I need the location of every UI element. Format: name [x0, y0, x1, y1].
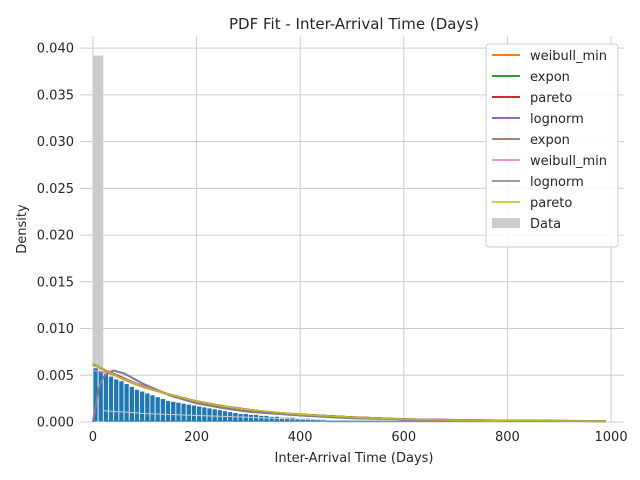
y-axis-label: Density — [15, 204, 30, 254]
legend-label: weibull_min — [530, 154, 607, 169]
histogram-bar — [139, 390, 146, 423]
x-axis-label: Inter-Arrival Time (Days) — [275, 451, 434, 466]
y-tick-label: 0.005 — [37, 369, 74, 384]
y-tick-label: 0.030 — [37, 135, 74, 150]
histogram-bar — [144, 392, 151, 423]
series-line-pareto — [92, 363, 606, 422]
legend-label: expon — [530, 70, 570, 85]
histogram-bar — [190, 404, 197, 423]
histogram-bar — [165, 400, 172, 423]
histogram-bar — [185, 403, 192, 423]
legend-label: pareto — [530, 196, 572, 211]
series-line-lognorm — [92, 369, 606, 423]
x-tick-label: 0 — [89, 430, 97, 445]
histogram-bar — [149, 394, 156, 423]
legend-label: lognorm — [530, 112, 584, 127]
x-tick-label: 200 — [184, 430, 209, 445]
histogram-bar — [196, 405, 203, 423]
y-tick-label: 0.010 — [37, 322, 74, 337]
histogram-bar — [128, 386, 135, 423]
legend-label: weibull_min — [530, 49, 607, 64]
histogram-bar — [133, 388, 140, 423]
legend-label: expon — [530, 133, 570, 148]
x-tick-label: 400 — [288, 430, 313, 445]
pdf-lines — [92, 363, 606, 423]
histogram-bar — [206, 407, 213, 423]
histogram-bar — [102, 372, 109, 423]
tick-labels: 0 200 400 600 800 1000 0.000 0.005 0.010 0.015 0.0… — [37, 42, 628, 445]
y-tick-label: 0.015 — [37, 275, 74, 290]
histogram-bar — [175, 401, 182, 423]
y-tick-label: 0.020 — [37, 229, 74, 244]
histogram-bar — [108, 375, 115, 423]
floor-line — [103, 410, 327, 421]
histogram-bar — [320, 418, 327, 423]
histogram-bar — [211, 408, 218, 423]
chart-title: PDF Fit - Inter-Arrival Time (Days) — [229, 15, 479, 33]
x-tick-label: 800 — [495, 430, 520, 445]
histogram-bar — [201, 406, 208, 423]
histogram-bar — [113, 378, 120, 423]
histogram-bar — [154, 396, 161, 423]
histogram-bar — [123, 383, 130, 423]
data-histogram-bar — [92, 55, 104, 423]
histogram-bar — [170, 401, 177, 423]
histogram-bar — [159, 398, 166, 423]
legend-label: Data — [530, 217, 561, 232]
x-tick-label: 600 — [391, 430, 416, 445]
y-tick-label: 0.025 — [37, 182, 74, 197]
legend: weibull_minexponparetolognormexponweibul… — [485, 43, 619, 248]
legend-label: pareto — [530, 91, 572, 106]
legend-swatch — [492, 218, 520, 228]
x-tick-label: 1000 — [595, 430, 628, 445]
histogram-bar — [118, 380, 125, 423]
histogram-bar — [180, 402, 187, 423]
legend-label: lognorm — [530, 175, 584, 190]
y-tick-label: 0.000 — [37, 416, 74, 431]
legend-box — [485, 43, 619, 248]
histogram — [92, 55, 327, 423]
y-tick-label: 0.040 — [37, 42, 74, 57]
y-tick-label: 0.035 — [37, 88, 74, 103]
